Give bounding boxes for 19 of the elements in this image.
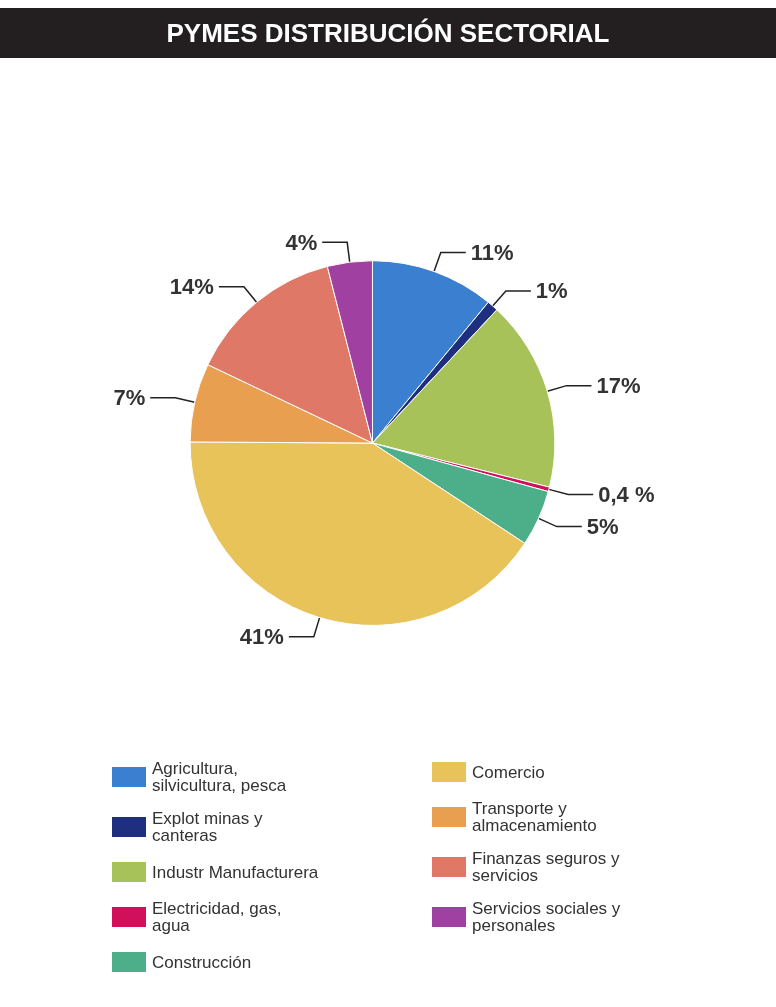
chart-title: PYMES DISTRIBUCIÓN SECTORIAL bbox=[166, 18, 610, 48]
legend-label: Comercio bbox=[472, 762, 545, 782]
legend-label: Industr Manufacturera bbox=[152, 862, 319, 882]
legend-label: Servicios sociales y personales bbox=[472, 899, 626, 935]
data-label: 0,4 % bbox=[598, 481, 655, 507]
data-label: 41% bbox=[239, 624, 284, 650]
data-label: 17% bbox=[596, 373, 641, 399]
data-label: 11% bbox=[470, 240, 514, 266]
legend-label: Electricidad, gas, agua bbox=[152, 899, 287, 935]
legend-label: Finanzas seguros y servicios bbox=[472, 849, 625, 885]
data-label: 4% bbox=[285, 229, 318, 255]
data-label: 14% bbox=[169, 274, 214, 300]
legend-label: Construcción bbox=[152, 952, 252, 972]
data-label: 5% bbox=[586, 514, 619, 540]
legend-label: Agricultura, silvicultura, pesca bbox=[152, 759, 287, 795]
legend-label: Transporte y almacenamiento bbox=[472, 799, 597, 835]
data-label: 1% bbox=[535, 278, 568, 304]
legend-label: Explot minas y canteras bbox=[152, 809, 268, 845]
data-label: 7% bbox=[113, 385, 146, 411]
